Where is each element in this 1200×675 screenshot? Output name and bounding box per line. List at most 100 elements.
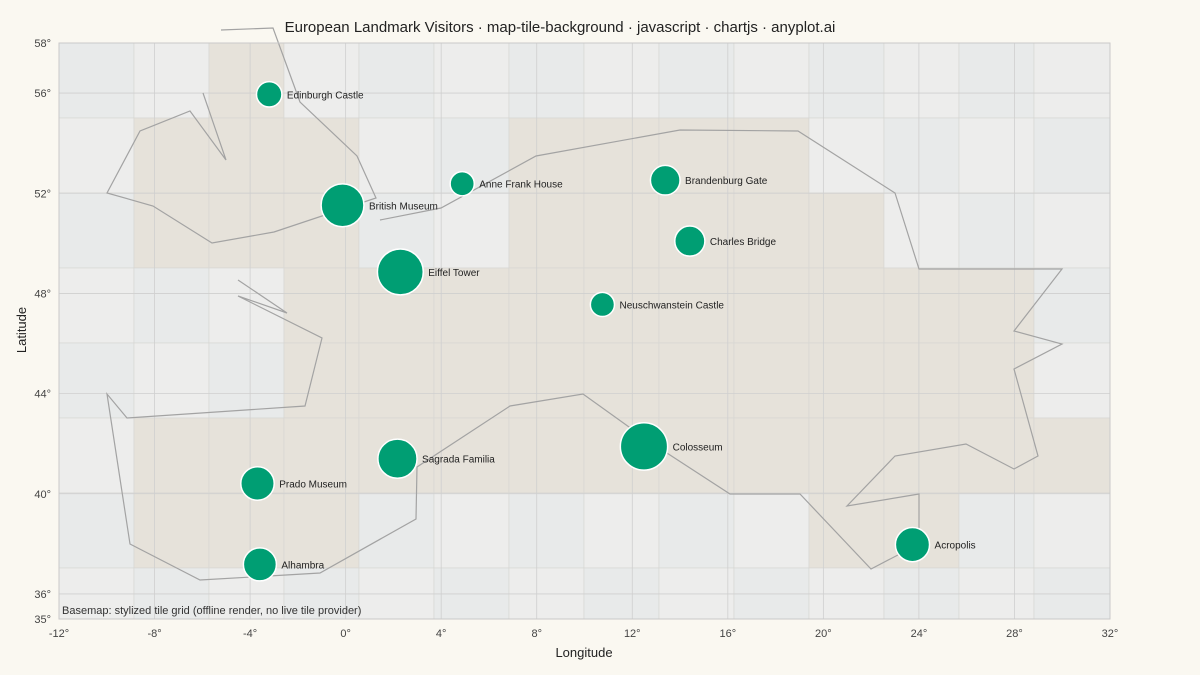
sea-tile [883,42,960,119]
data-points [240,80,931,582]
landmark-point [649,164,681,196]
landmark-point [240,466,275,501]
chart-title: European Landmark Visitors · map-tile-ba… [285,19,836,36]
x-tick-label: 24° [911,628,928,640]
land-tile [583,192,660,269]
land-tile [358,342,435,419]
landmark-point [894,526,931,563]
landmark-label: Neuschwanstein Castle [619,300,724,311]
landmark-point [377,438,418,480]
sea-tile [58,42,135,119]
y-tick-label: 58° [34,38,51,50]
basemap-tiles [58,42,1111,620]
land-tile [283,117,360,194]
landmark-point [449,170,476,197]
land-tile [508,117,585,194]
sea-tile [658,567,735,620]
land-tile [508,417,585,494]
x-tick-label: 32° [1102,628,1119,640]
sea-tile [433,567,510,620]
landmark-point [320,183,365,228]
x-tick-label: 16° [719,628,736,640]
sea-tile [358,117,435,194]
land-tile [733,342,810,419]
sea-tile [508,492,585,569]
x-axis-ticks: -12° -8° -4° 0° 4° 8° 12° 16° 20° 24° 28° 32° [49,628,1118,640]
sea-tile [958,42,1035,119]
sea-tile [1033,117,1111,194]
sea-tile [658,42,735,119]
land-tile [958,417,1035,494]
landmark-label: Sagrada Familia [422,455,495,466]
sea-tile [133,567,210,620]
sea-tile [283,42,360,119]
land-tile [808,192,885,269]
sea-tile [883,567,960,620]
sea-tile [358,42,435,119]
land-tile [808,417,885,494]
land-tile [283,342,360,419]
land-tile [508,192,585,269]
land-tile [658,342,735,419]
point-labels: Edinburgh Castle Anne Frank House Brandenb… [279,90,975,571]
sea-tile [508,42,585,119]
sea-tile [58,117,135,194]
x-tick-label: -12° [49,628,69,640]
sea-tile [958,492,1035,569]
land-tile [883,267,960,344]
y-axis-title: Latitude [14,307,29,353]
sea-tile [883,117,960,194]
landmark-point [242,547,278,582]
sea-tile [58,342,135,419]
sea-tile [1033,42,1111,119]
y-tick-label: 40° [34,489,51,501]
land-tile [733,192,810,269]
land-tile [508,342,585,419]
sea-tile [1033,342,1111,419]
sea-tile [133,42,210,119]
y-tick-label: 56° [34,88,51,100]
land-tile [433,267,510,344]
sea-tile [358,567,435,620]
x-tick-label: 4° [436,628,447,640]
sea-tile [433,42,510,119]
landmark-label: Colosseum [673,442,723,453]
land-tile [658,267,735,344]
x-tick-label: 12° [624,628,641,640]
sea-tile [58,267,135,344]
landmark-label: Acropolis [935,541,976,552]
sea-tile [508,567,585,620]
sea-tile [433,492,510,569]
sea-tile [1033,267,1111,344]
land-tile [508,267,585,344]
landmark-point [619,422,669,471]
sea-tile [133,267,210,344]
landmark-point [376,248,425,296]
sea-tile [733,492,810,569]
x-tick-label: 8° [531,628,542,640]
land-tile [133,492,210,569]
y-tick-label: 52° [34,188,51,200]
land-tile [883,342,960,419]
sea-tile [733,567,810,620]
land-tile [958,342,1035,419]
sea-tile [58,417,135,494]
land-tile [1033,417,1111,494]
landmark-label: Eiffel Tower [428,268,480,279]
land-tile [283,492,360,569]
sea-tile [808,117,885,194]
land-tile [283,417,360,494]
land-tile [133,417,210,494]
sea-tile [208,342,285,419]
land-tile [208,117,285,194]
land-tile [433,342,510,419]
x-tick-label: 28° [1006,628,1023,640]
land-tile [958,267,1035,344]
sea-tile [433,117,510,194]
sea-tile [58,192,135,269]
landmark-label: Prado Museum [279,480,347,491]
land-tile [808,342,885,419]
landmark-label: Anne Frank House [479,180,563,191]
